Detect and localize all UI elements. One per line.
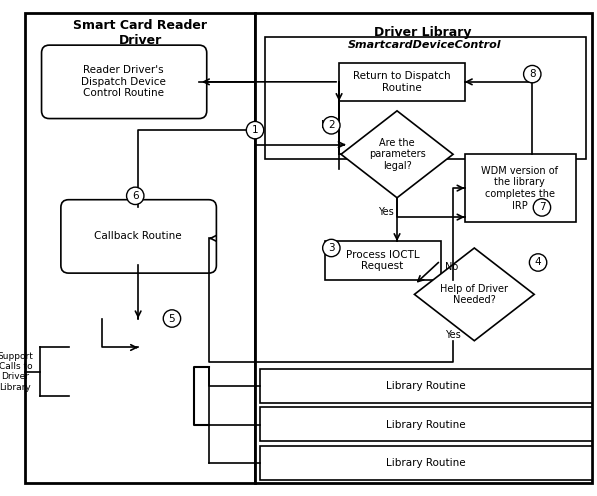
Text: WDM version of
the library
completes the
IRP: WDM version of the library completes the… bbox=[481, 166, 558, 210]
Circle shape bbox=[163, 310, 181, 327]
Bar bbox=[325, 241, 441, 280]
Bar bbox=[464, 154, 576, 222]
Text: SmartcardDeviceControl: SmartcardDeviceControl bbox=[348, 40, 502, 50]
Bar bbox=[255, 13, 592, 483]
Text: 6: 6 bbox=[132, 191, 139, 201]
Text: 2: 2 bbox=[328, 121, 335, 130]
Text: 4: 4 bbox=[535, 257, 541, 267]
Bar bbox=[260, 369, 592, 403]
Bar bbox=[260, 407, 592, 441]
Text: 7: 7 bbox=[538, 202, 545, 212]
Text: 1: 1 bbox=[252, 125, 259, 135]
Text: 3: 3 bbox=[328, 243, 335, 253]
Text: Process IOCTL
Request: Process IOCTL Request bbox=[346, 250, 419, 271]
Bar bbox=[339, 62, 464, 101]
Text: Return to Dispatch
Routine: Return to Dispatch Routine bbox=[353, 71, 451, 93]
Text: Library Routine: Library Routine bbox=[386, 458, 466, 468]
Circle shape bbox=[322, 239, 340, 257]
Circle shape bbox=[524, 65, 541, 83]
Text: Smart Card Reader
Driver: Smart Card Reader Driver bbox=[73, 18, 207, 47]
Circle shape bbox=[127, 187, 144, 204]
Circle shape bbox=[533, 199, 550, 216]
Text: Are the
parameters
legal?: Are the parameters legal? bbox=[369, 138, 426, 171]
Bar bbox=[25, 13, 255, 483]
Bar bbox=[264, 37, 586, 159]
Circle shape bbox=[322, 117, 340, 134]
Text: Library Routine: Library Routine bbox=[386, 420, 466, 430]
Text: Help of Driver
Needed?: Help of Driver Needed? bbox=[441, 284, 508, 305]
FancyBboxPatch shape bbox=[61, 200, 216, 273]
Text: No: No bbox=[321, 121, 334, 130]
Circle shape bbox=[530, 254, 547, 271]
Text: Yes: Yes bbox=[377, 207, 393, 217]
Text: Reader Driver's
Dispatch Device
Control Routine: Reader Driver's Dispatch Device Control … bbox=[81, 65, 166, 98]
Text: 5: 5 bbox=[168, 313, 176, 323]
Text: Yes: Yes bbox=[445, 330, 461, 340]
Text: 8: 8 bbox=[529, 69, 536, 79]
FancyBboxPatch shape bbox=[42, 45, 207, 119]
Text: Callback Routine: Callback Routine bbox=[94, 232, 182, 242]
Text: Library Routine: Library Routine bbox=[386, 381, 466, 391]
Polygon shape bbox=[414, 248, 534, 341]
Bar bbox=[260, 446, 592, 480]
Text: Support
Calls to
Driver
Library: Support Calls to Driver Library bbox=[0, 352, 33, 392]
Circle shape bbox=[247, 122, 264, 139]
Polygon shape bbox=[341, 111, 453, 198]
Text: No: No bbox=[445, 262, 458, 272]
Text: Driver Library: Driver Library bbox=[374, 26, 472, 39]
